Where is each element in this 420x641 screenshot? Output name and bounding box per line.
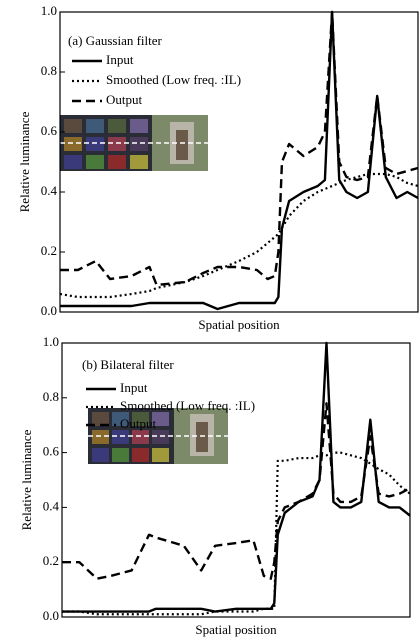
line-series (60, 10, 419, 287)
y-tick-label: 0.8 (43, 389, 59, 404)
y-axis-label: Relative luminance (19, 429, 34, 530)
x-axis-label: Spatial position (198, 317, 280, 332)
legend-label: Output (106, 92, 143, 107)
legend-label: Input (120, 380, 148, 395)
line-series (62, 341, 411, 613)
legend-label: Smoothed (Low freq. :IL) (106, 72, 241, 87)
panel-annotation: (a) Gaussian filter (68, 33, 163, 48)
y-tick-label: 0.4 (43, 498, 60, 513)
line-series (62, 451, 411, 616)
y-tick-label: 1.0 (41, 3, 57, 18)
x-axis-label: Spatial position (195, 622, 277, 637)
line-series (60, 10, 419, 311)
y-axis-label: Relative luminance (17, 111, 32, 212)
plot-frame (59, 11, 419, 313)
plot-frame (61, 342, 411, 618)
y-tick-label: 0.2 (43, 553, 59, 568)
legend-label: Output (120, 416, 157, 431)
y-tick-label: 0.8 (41, 63, 57, 78)
y-tick-label: 1.0 (43, 334, 59, 349)
y-tick-label: 0.2 (41, 243, 57, 258)
y-tick-label: 0.0 (41, 303, 57, 318)
legend-label: Smoothed (Low freq. :IL) (120, 398, 255, 413)
inset-photo (60, 115, 208, 171)
y-tick-label: 0.0 (43, 608, 59, 623)
y-tick-label: 0.4 (41, 183, 58, 198)
y-tick-label: 0.6 (43, 444, 60, 459)
legend-label: Input (106, 52, 134, 67)
y-tick-label: 0.6 (41, 123, 58, 138)
inset-photo (88, 408, 228, 464)
panel-annotation: (b) Bilateral filter (82, 357, 174, 372)
